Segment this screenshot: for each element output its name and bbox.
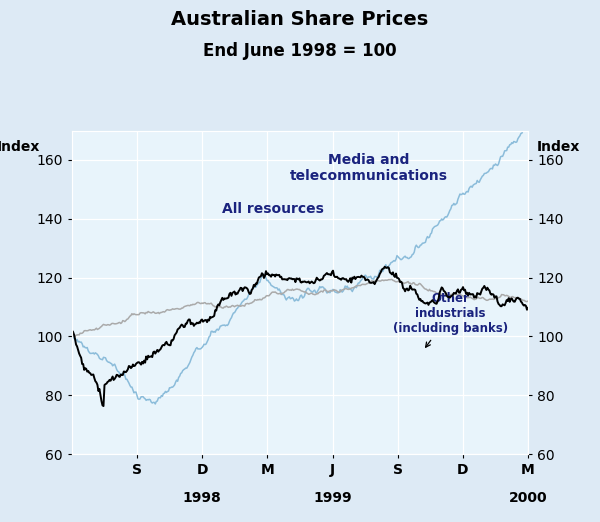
Text: Index: Index	[536, 140, 580, 154]
Text: Australian Share Prices: Australian Share Prices	[172, 10, 428, 29]
Text: Media and
telecommunications: Media and telecommunications	[289, 153, 448, 183]
Text: 1999: 1999	[313, 491, 352, 505]
Text: Other
industrials
(including banks): Other industrials (including banks)	[393, 292, 508, 347]
Text: Index: Index	[0, 140, 40, 154]
Text: End June 1998 = 100: End June 1998 = 100	[203, 42, 397, 60]
Text: All resources: All resources	[222, 201, 323, 216]
Text: 1998: 1998	[183, 491, 221, 505]
Text: 2000: 2000	[509, 491, 547, 505]
